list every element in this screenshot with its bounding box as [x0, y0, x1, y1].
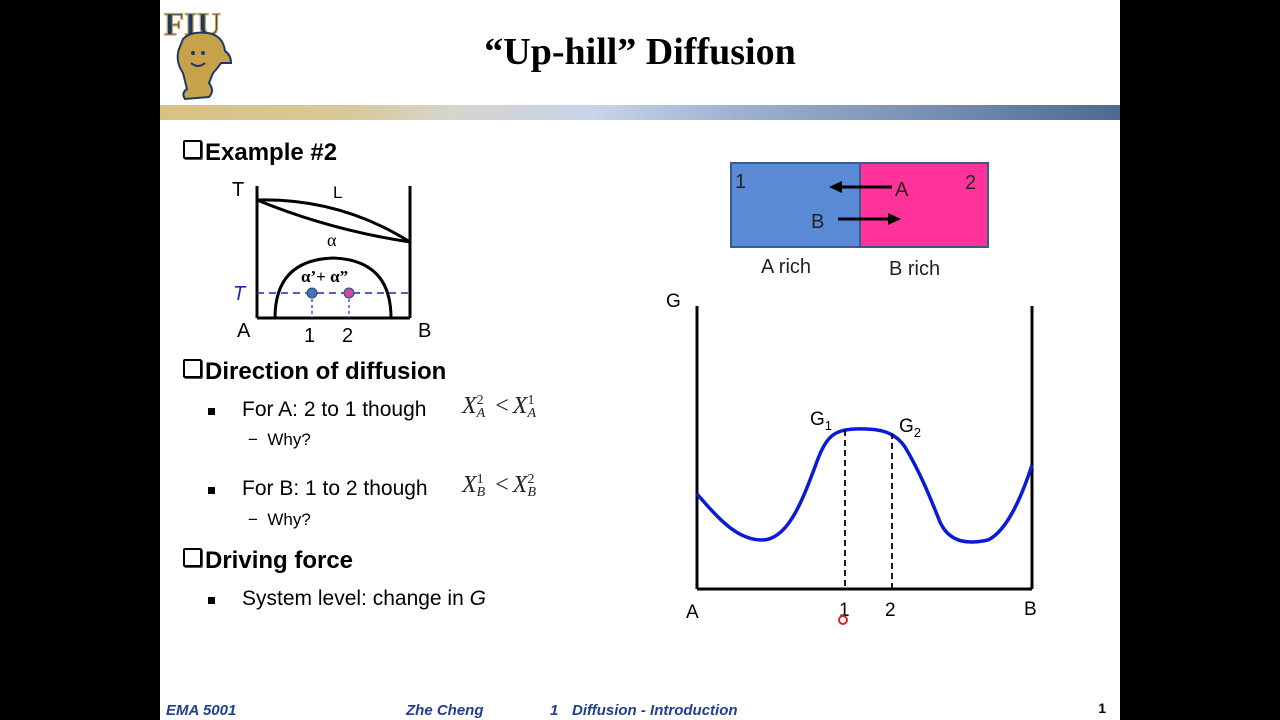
fiu-logo: FIU [163, 6, 233, 101]
g-axis-label: G [666, 291, 681, 312]
bullet-for-b: For B: 1 to 2 though [208, 477, 428, 501]
square-bullet-icon [208, 408, 215, 415]
slide-title: “Up-hill” Diffusion [484, 31, 796, 73]
svg-text:G1: G1 [810, 409, 832, 433]
svg-text:B: B [811, 211, 824, 233]
svg-text:B rich: B rich [889, 258, 940, 280]
footer-course: EMA 5001 [166, 702, 237, 719]
checkbox-bullet-icon [183, 359, 202, 378]
bullet-for-a: For A: 2 to 1 though [208, 398, 426, 422]
point-2-marker [343, 287, 355, 299]
square-bullet-icon [208, 487, 215, 494]
region-1-a-rich [730, 162, 861, 248]
bullet-system-level: System level: change in G [208, 587, 486, 611]
page-number: 1 [1098, 700, 1106, 716]
header-bar [160, 105, 1120, 120]
svg-text:A: A [895, 179, 909, 201]
arrow-left-icon [829, 181, 842, 193]
checkbox-bullet-icon [183, 548, 202, 567]
two-phase-label: α’+ α” [301, 267, 348, 286]
heading-example: Example #2 [183, 139, 337, 167]
footer-lecture-title: Diffusion - Introduction [572, 702, 738, 719]
svg-text:2: 2 [965, 172, 976, 194]
arrow-right-icon [888, 213, 901, 225]
svg-text:2: 2 [342, 325, 353, 347]
svg-text:B: B [418, 320, 431, 342]
gibbs-energy-curve: G G1 G2 A B 1 2 [666, 291, 1037, 625]
svg-text:G2: G2 [899, 416, 921, 440]
diffusion-couple-diagram: 1 2 A B A rich B rich [730, 162, 989, 280]
sub-bullet-why-b: − Why? [248, 510, 311, 529]
svg-text:A: A [237, 320, 251, 342]
svg-text:B: B [1024, 599, 1037, 620]
sub-bullet-why-a: − Why? [248, 430, 311, 449]
liquid-label: L [333, 183, 342, 202]
square-bullet-icon [208, 597, 215, 604]
phase-diagram: T L α α’+ α” T A B 1 2 [232, 179, 431, 347]
checkbox-bullet-icon [183, 140, 202, 159]
svg-text:1: 1 [304, 325, 315, 347]
svg-text:A: A [686, 602, 699, 623]
svg-text:1: 1 [839, 600, 850, 621]
footer-author: Zhe Cheng [406, 702, 484, 719]
svg-text:FIU: FIU [164, 7, 221, 43]
heading-direction: Direction of diffusion [183, 358, 446, 386]
region-2-b-rich [859, 162, 989, 248]
slide: FIU “Up-hill” Diffusion Example #2 T L α… [160, 0, 1120, 720]
point-1-marker [306, 287, 318, 299]
svg-text:1: 1 [735, 171, 746, 193]
cursor-pointer-icon [838, 615, 848, 625]
temperature-line-label: T [233, 283, 247, 305]
footer-lecture-number: 1 [550, 702, 559, 719]
g-curve-line [695, 427, 1034, 544]
phase-diagram-y-label: T [232, 179, 244, 201]
alpha-label: α [327, 230, 337, 250]
heading-driving-force: Driving force [183, 547, 353, 575]
svg-text:2: 2 [885, 600, 896, 621]
svg-text:A rich: A rich [761, 256, 811, 278]
